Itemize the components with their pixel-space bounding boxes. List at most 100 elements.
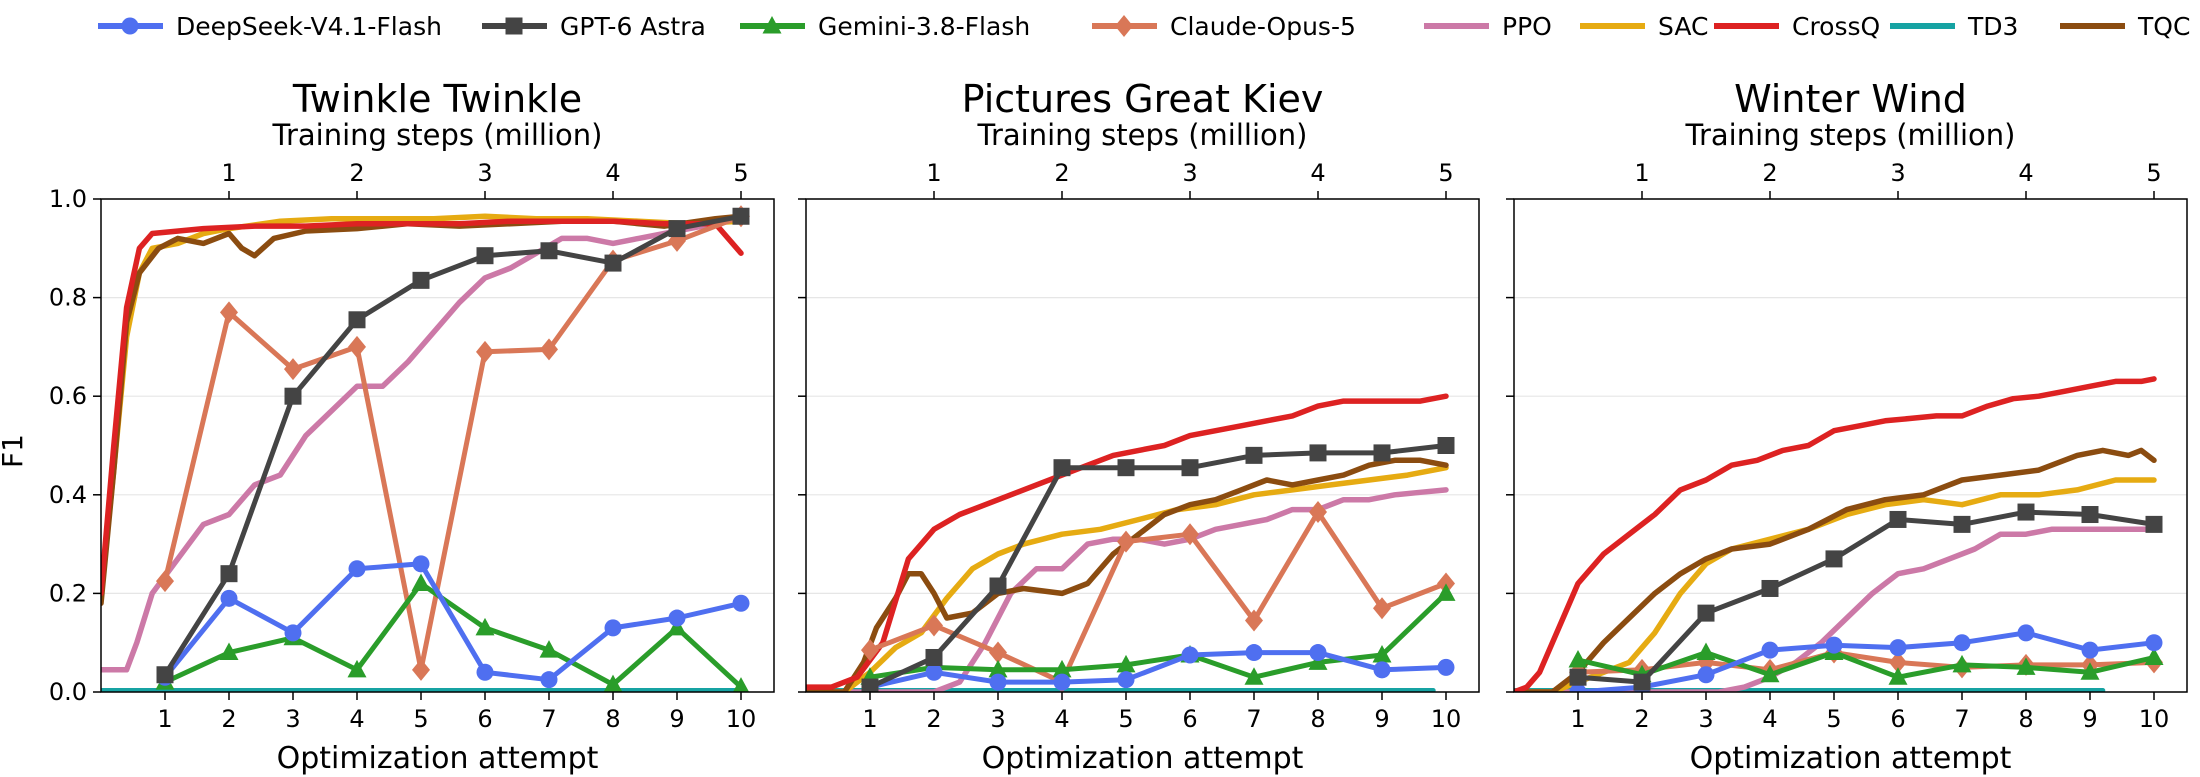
top-tick-label: 5 (733, 159, 748, 187)
point-claude-opus-5-6 (476, 340, 494, 363)
point-gemini-3-8-flash-5 (1116, 654, 1136, 673)
point-deepseek-v4-1-flash-6 (1181, 646, 1199, 664)
point-gpt-6-astra-10 (1437, 437, 1455, 454)
legend-label: Gemini-3.8-Flash (818, 12, 1030, 41)
top-tick-label: 3 (477, 159, 492, 187)
point-deepseek-v4-1-flash-4 (348, 560, 366, 578)
legend-item-gemini-3-8-flash: Gemini-3.8-Flash (740, 12, 1030, 41)
point-claude-opus-5-1 (156, 570, 174, 593)
x-tick-label: 5 (1118, 705, 1133, 733)
point-deepseek-v4-1-flash-8 (2017, 624, 2035, 642)
point-gpt-6-astra-8 (2017, 503, 2035, 521)
point-gemini-3-8-flash-1 (1568, 649, 1588, 668)
point-claude-opus-5-9 (1373, 597, 1391, 620)
point-gpt-6-astra-5 (412, 271, 430, 289)
point-claude-opus-5-8 (1309, 501, 1327, 524)
y-tick-label: 0.2 (49, 579, 87, 607)
series-line-gpt-6-astra (868, 443, 1447, 690)
panel-title: Winter Wind (1734, 77, 1967, 121)
legend-label: CrossQ (1792, 12, 1880, 41)
y-tick-label: 0.4 (49, 481, 87, 509)
x-tick-label: 10 (726, 705, 757, 733)
series-line-claude-opus-5 (162, 213, 742, 673)
point-deepseek-v4-1-flash-3 (284, 624, 302, 642)
point-gemini-3-8-flash-9 (667, 617, 687, 636)
panel-title: Twinkle Twinkle (292, 77, 582, 121)
legend-item-ppo: PPO (1424, 12, 1552, 41)
x-tick-label: 6 (1182, 705, 1197, 733)
series-layer (806, 393, 1456, 692)
legend-label: Claude-Opus-5 (1170, 12, 1356, 41)
series-line-deepseek-v4-1-flash (869, 650, 1447, 690)
x-axis-label: Optimization attempt (277, 741, 599, 776)
point-gemini-3-8-flash-8 (603, 674, 623, 692)
point-deepseek-v4-1-flash-10 (732, 594, 750, 612)
point-gpt-6-astra-5 (1117, 459, 1135, 477)
point-gemini-3-8-flash-6 (475, 617, 495, 636)
point-gemini-3-8-flash-10 (1436, 583, 1456, 601)
point-gemini-3-8-flash-4 (347, 659, 367, 678)
point-deepseek-v4-1-flash-3 (989, 673, 1007, 691)
point-deepseek-v4-1-flash-6 (476, 663, 494, 681)
x-tick-label: 7 (1246, 705, 1261, 733)
top-tick-label: 3 (1890, 159, 1905, 187)
top-tick-label: 5 (1438, 159, 1453, 187)
plot-frame (1513, 198, 2188, 693)
point-deepseek-v4-1-flash-7 (1953, 634, 1971, 652)
point-gpt-6-astra-1 (861, 678, 879, 692)
point-gpt-6-astra-9 (1373, 444, 1391, 462)
x-tick-label: 7 (541, 705, 556, 733)
point-deepseek-v4-1-flash-7 (1245, 644, 1263, 662)
series-line-crossq (1514, 376, 2157, 692)
x-axis-label: Optimization attempt (982, 741, 1304, 776)
legend-item-deepseek-v4-1-flash: DeepSeek-V4.1-Flash (98, 12, 442, 41)
point-gemini-3-8-flash-3 (988, 659, 1008, 678)
x-tick-label: 5 (1826, 705, 1841, 733)
legend-label: DeepSeek-V4.1-Flash (176, 12, 442, 41)
x-tick-label: 3 (990, 705, 1005, 733)
point-gemini-3-8-flash-4 (1760, 664, 1780, 683)
legend-label: GPT-6 Astra (560, 12, 706, 41)
legend-item-claude-opus-5: Claude-Opus-5 (1092, 12, 1356, 41)
point-gpt-6-astra-4 (348, 311, 366, 329)
top-tick-label: 5 (2146, 159, 2161, 187)
point-gpt-6-astra-6 (476, 247, 494, 265)
series-line-deepseek-v4-1-flash (163, 561, 742, 683)
series-line-gemini-3-8-flash (163, 581, 743, 689)
top-axis-label: Training steps (million) (272, 118, 603, 152)
series-line-crossq (101, 218, 744, 597)
point-gpt-6-astra-3 (284, 387, 302, 405)
point-deepseek-v4-1-flash-9 (668, 609, 686, 627)
x-tick-label: 1 (157, 705, 172, 733)
panels: 1 2 3 4 5 6 7 8 9 10 1 2 3 4 5 0.0 0.2 0.4 0.6 0.8 1.0 Optimi… (49, 77, 2188, 776)
point-gpt-6-astra-9 (668, 220, 686, 238)
top-tick-label: 2 (1054, 159, 1069, 187)
series-line-ppo (101, 215, 744, 673)
point-gpt-6-astra-8 (604, 254, 622, 272)
top-axis-label: Training steps (million) (977, 118, 1308, 152)
point-claude-opus-5-5 (412, 658, 430, 681)
point-gpt-6-astra-7 (1953, 515, 1971, 533)
point-gpt-6-astra-1 (156, 666, 174, 684)
point-gpt-6-astra-6 (1889, 510, 1907, 528)
x-tick-label: 3 (1698, 705, 1713, 733)
point-claude-opus-5-7 (1245, 609, 1263, 632)
top-tick-label: 4 (605, 159, 620, 187)
top-tick-label: 4 (2018, 159, 2033, 187)
x-tick-label: 9 (1374, 705, 1389, 733)
x-tick-label: 7 (1954, 705, 1969, 733)
legend-label: TD3 (1967, 12, 2018, 41)
point-deepseek-v4-1-flash-7 (540, 671, 558, 689)
series-line-sac (806, 464, 1449, 692)
legend-item-tqc: TQC (2060, 12, 2190, 41)
point-deepseek-v4-1-flash-5 (1825, 636, 1843, 654)
legend-item-gpt-6-astra: GPT-6 Astra (482, 12, 706, 41)
point-gemini-3-8-flash-6 (1888, 667, 1908, 685)
point-deepseek-v4-1-flash-5 (1117, 671, 1135, 689)
legend-label: TQC (2137, 12, 2190, 41)
x-tick-label: 8 (2018, 705, 2033, 733)
x-tick-label: 4 (1054, 705, 1069, 733)
point-deepseek-v4-1-flash-4 (1053, 673, 1071, 691)
point-gemini-3-8-flash-7 (539, 640, 559, 658)
x-tick-label: 2 (1634, 705, 1649, 733)
